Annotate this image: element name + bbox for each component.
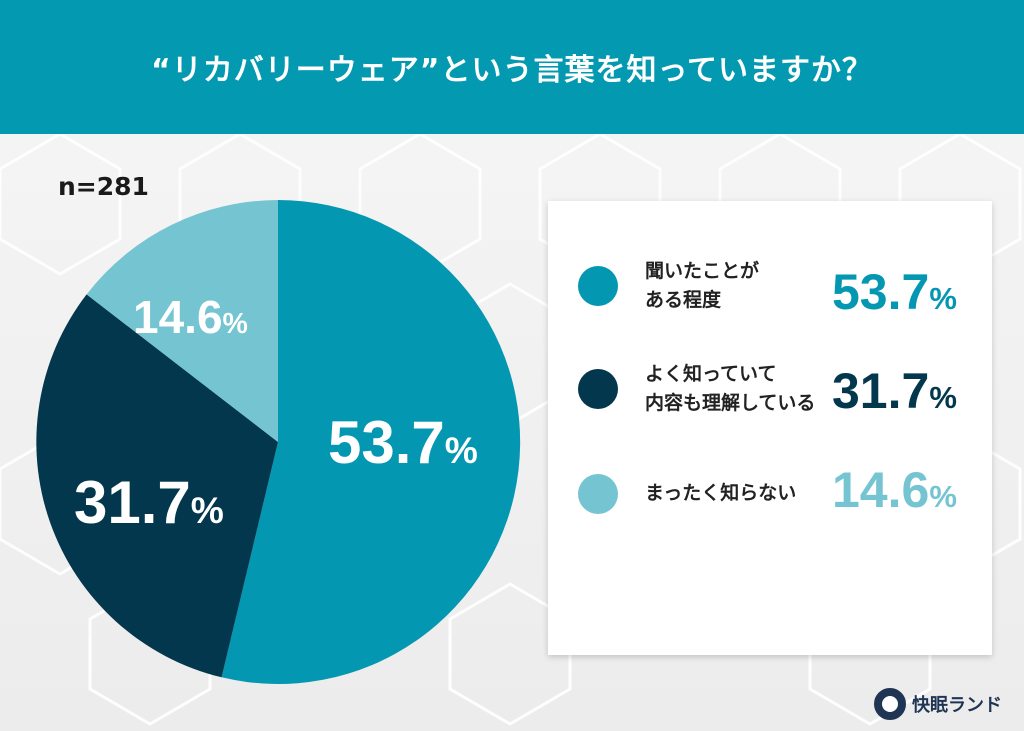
brand-emblem-icon — [874, 688, 906, 720]
legend-label: 聞いたことが ある程度 — [645, 260, 760, 311]
brand-logo: 快眠ランド — [874, 688, 1002, 720]
legend-value: 14.6% — [832, 462, 957, 518]
legend-item-know-well: よく知っていて 内容も理解している 31.7% — [570, 354, 990, 424]
slice-heard — [221, 199, 521, 684]
legend-label: よく知っていて 内容も理解している — [645, 363, 816, 414]
slice-label-know-well: 31.7% — [74, 469, 224, 536]
title-banner: “リカバリーウェア”という言葉を知っていますか？ — [0, 0, 1024, 134]
legend-label: まったく知らない — [645, 482, 797, 504]
slice-dont-know — [86, 200, 278, 442]
legend-value: 31.7% — [832, 363, 957, 419]
chart-title: “リカバリーウェア”という言葉を知っていますか？ — [151, 53, 873, 88]
slice-know-well — [36, 294, 278, 678]
legend-panel: 聞いたことが ある程度 53.7% よく知っていて 内容も理解している 31.7… — [548, 201, 992, 655]
legend-value: 53.7% — [832, 264, 957, 320]
legend-item-heard: 聞いたことが ある程度 53.7% — [570, 251, 990, 321]
sample-size-label: n=281 — [58, 172, 149, 201]
legend-dot-icon — [578, 266, 618, 306]
brand-name: 快眠ランド — [912, 695, 1002, 716]
legend-dot-icon — [578, 474, 618, 514]
legend-item-dont-know: まったく知らない 14.6% — [570, 459, 990, 529]
slice-label-dont-know: 14.6% — [133, 291, 248, 343]
legend-dot-icon — [578, 369, 618, 409]
slice-label-heard: 53.7% — [328, 409, 478, 476]
